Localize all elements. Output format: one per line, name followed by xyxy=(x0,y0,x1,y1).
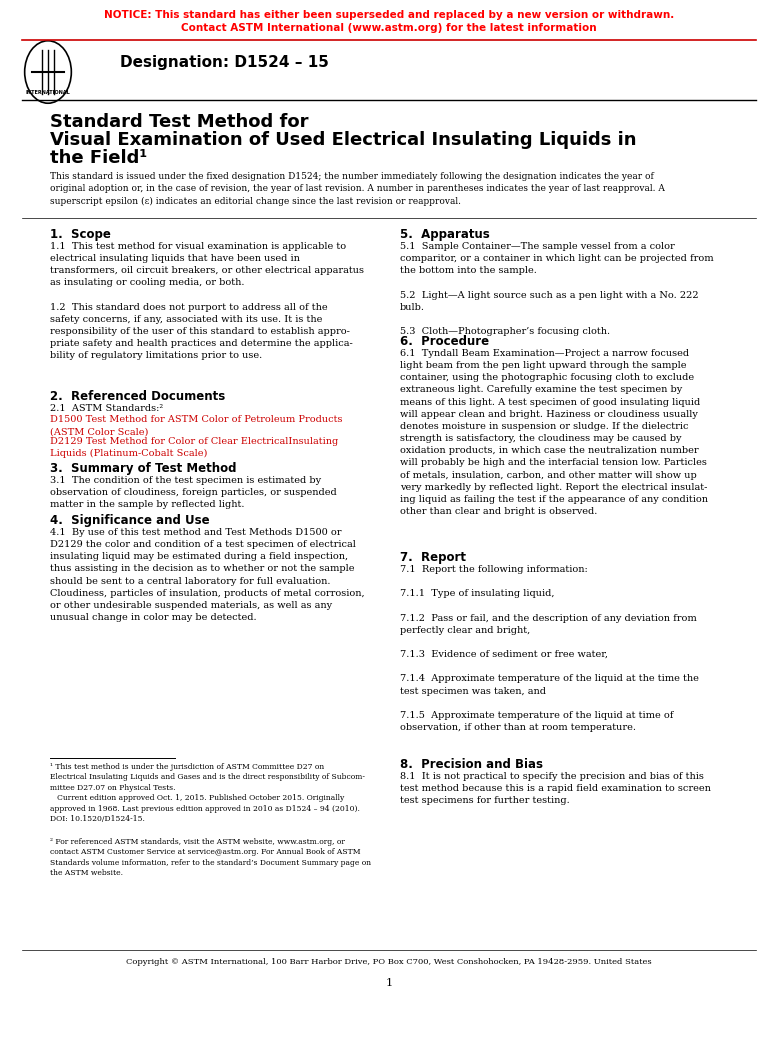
Text: 1.1  This test method for visual examination is applicable to
electrical insulat: 1.1 This test method for visual examinat… xyxy=(50,242,364,360)
Text: ² For referenced ASTM standards, visit the ASTM website, www.astm.org, or
contac: ² For referenced ASTM standards, visit t… xyxy=(50,838,371,878)
Text: 1.  Scope: 1. Scope xyxy=(50,228,111,242)
Text: 5.  Apparatus: 5. Apparatus xyxy=(400,228,489,242)
Text: 1: 1 xyxy=(385,977,393,988)
Text: 4.1  By use of this test method and Test Methods D1500 or
D2129 the color and co: 4.1 By use of this test method and Test … xyxy=(50,528,365,623)
Text: Copyright © ASTM International, 100 Barr Harbor Drive, PO Box C700, West Conshoh: Copyright © ASTM International, 100 Barr… xyxy=(126,958,652,966)
Text: D1500 Test Method for ASTM Color of Petroleum Products
(ASTM Color Scale): D1500 Test Method for ASTM Color of Petr… xyxy=(50,415,342,436)
Text: the Field¹: the Field¹ xyxy=(50,149,147,167)
Text: 5.1  Sample Container—The sample vessel from a color
comparitor, or a container : 5.1 Sample Container—The sample vessel f… xyxy=(400,242,713,336)
Text: Visual Examination of Used Electrical Insulating Liquids in: Visual Examination of Used Electrical In… xyxy=(50,131,636,149)
Text: 3.  Summary of Test Method: 3. Summary of Test Method xyxy=(50,462,237,475)
Text: D2129 Test Method for Color of Clear ElectricalInsulating
Liquids (Platinum-Coba: D2129 Test Method for Color of Clear Ele… xyxy=(50,437,338,458)
Text: 8.1  It is not practical to specify the precision and bias of this
test method b: 8.1 It is not practical to specify the p… xyxy=(400,772,711,806)
Text: This standard is issued under the fixed designation D1524; the number immediatel: This standard is issued under the fixed … xyxy=(50,172,665,206)
Text: INTERNATIONAL: INTERNATIONAL xyxy=(26,90,70,95)
Text: 2.1  ASTM Standards:²: 2.1 ASTM Standards:² xyxy=(50,404,163,413)
Text: Standard Test Method for: Standard Test Method for xyxy=(50,113,309,131)
Text: 6.  Procedure: 6. Procedure xyxy=(400,335,489,348)
Text: 2.  Referenced Documents: 2. Referenced Documents xyxy=(50,390,226,403)
Text: Designation: D1524 – 15: Designation: D1524 – 15 xyxy=(120,55,329,70)
Text: ¹ This test method is under the jurisdiction of ASTM Committee D27 on
Electrical: ¹ This test method is under the jurisdic… xyxy=(50,763,365,823)
Text: 4.  Significance and Use: 4. Significance and Use xyxy=(50,514,209,527)
Text: 7.1  Report the following information:

7.1.1  Type of insulating liquid,

7.1.2: 7.1 Report the following information: 7.… xyxy=(400,565,699,732)
Text: NOTICE: This standard has either been superseded and replaced by a new version o: NOTICE: This standard has either been su… xyxy=(104,10,674,20)
Text: 7.  Report: 7. Report xyxy=(400,551,466,564)
Text: 6.1  Tyndall Beam Examination—Project a narrow focused
light beam from the pen l: 6.1 Tyndall Beam Examination—Project a n… xyxy=(400,349,708,516)
Text: 8.  Precision and Bias: 8. Precision and Bias xyxy=(400,758,543,771)
Text: Contact ASTM International (www.astm.org) for the latest information: Contact ASTM International (www.astm.org… xyxy=(181,23,597,33)
Text: 3.1  The condition of the test specimen is estimated by
observation of cloudines: 3.1 The condition of the test specimen i… xyxy=(50,476,337,509)
